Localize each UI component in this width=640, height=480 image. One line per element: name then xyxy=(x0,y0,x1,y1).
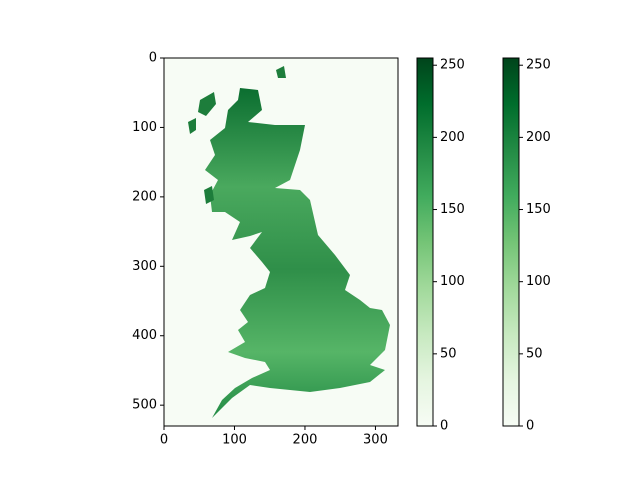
colorbar-tick-label: 50 xyxy=(440,346,457,361)
colorbar-tick-label: 200 xyxy=(440,130,465,145)
colorbar-tick-label: 150 xyxy=(526,202,551,217)
colorbar-tick-label: 250 xyxy=(526,58,551,73)
colorbar-tick-label: 200 xyxy=(526,130,551,145)
axes-frame xyxy=(163,57,399,427)
x-tick-label: 0 xyxy=(160,433,168,448)
colorbar-tick-label: 100 xyxy=(440,274,465,289)
y-tick-label: 300 xyxy=(132,259,157,274)
map-image xyxy=(205,88,390,418)
x-tick-label: 100 xyxy=(222,433,247,448)
y-tick-label: 0 xyxy=(149,51,157,66)
colorbar-tick-label: 250 xyxy=(440,58,465,73)
colorbar xyxy=(416,57,434,427)
colorbar-tick-label: 0 xyxy=(526,419,534,434)
map-islands xyxy=(188,66,286,204)
plot-area xyxy=(164,58,398,426)
y-tick-label: 200 xyxy=(132,189,157,204)
x-tick-label: 200 xyxy=(293,433,318,448)
colorbar-tick-label: 0 xyxy=(440,419,448,434)
y-tick-label: 500 xyxy=(132,398,157,413)
x-tick-label: 300 xyxy=(363,433,388,448)
y-tick-label: 100 xyxy=(132,120,157,135)
colorbar-tick-label: 150 xyxy=(440,202,465,217)
colorbar xyxy=(502,57,520,427)
colorbar-tick-label: 100 xyxy=(526,274,551,289)
y-tick-label: 400 xyxy=(132,328,157,343)
colorbar-tick-label: 50 xyxy=(526,346,543,361)
